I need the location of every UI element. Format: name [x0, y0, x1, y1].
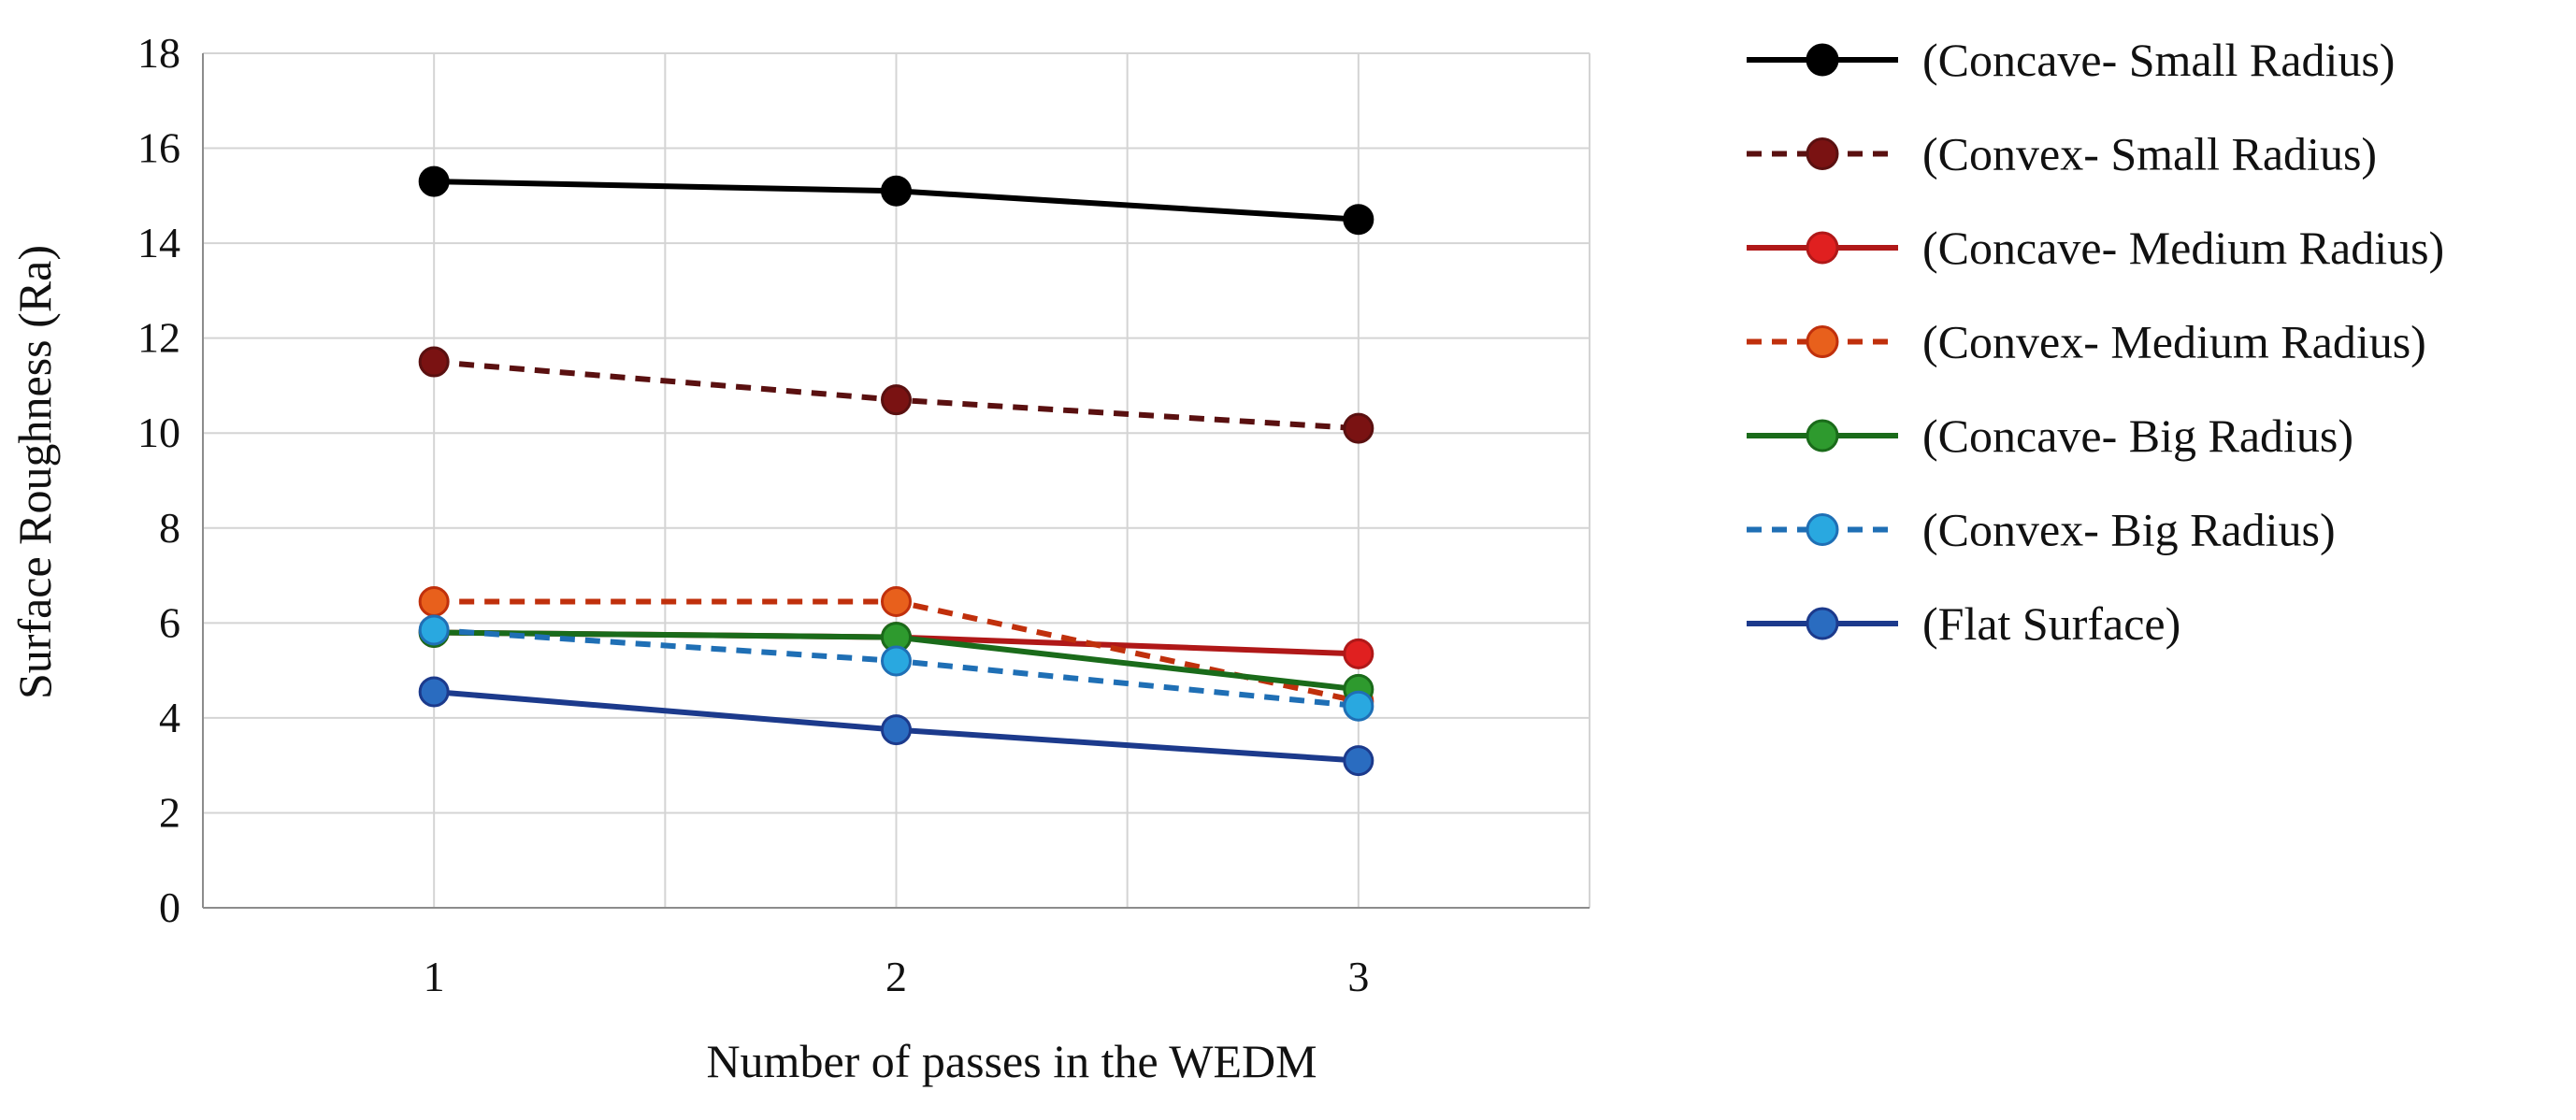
x-tick-label: 3	[1347, 953, 1369, 1000]
legend-label: (Convex- Small Radius)	[1922, 128, 2377, 180]
legend-marker	[1806, 607, 1839, 640]
series-layer	[418, 165, 1374, 777]
legend-marker	[1806, 513, 1839, 546]
y-tick-label: 16	[137, 124, 180, 172]
series-group	[418, 165, 1374, 236]
data-point	[1343, 745, 1374, 777]
data-point	[881, 175, 912, 207]
data-point	[418, 585, 450, 617]
legend-entry: (Flat Surface)	[1747, 597, 2180, 650]
legend-entry: (Concave- Medium Radius)	[1747, 222, 2444, 274]
data-point	[1343, 204, 1374, 236]
data-point	[881, 585, 912, 617]
y-tick-label: 6	[159, 598, 180, 646]
series-group	[418, 614, 1374, 722]
y-tick-label: 12	[137, 314, 180, 362]
legend-marker	[1806, 325, 1839, 358]
data-point	[1343, 690, 1374, 722]
legend-entry: (Concave- Big Radius)	[1747, 409, 2353, 462]
data-point	[418, 614, 450, 646]
legend-marker	[1806, 231, 1839, 265]
y-tick-labels: 0 2 4 6 8 10 12 14 16 18	[137, 29, 180, 931]
data-point	[1343, 412, 1374, 444]
axes	[202, 53, 1590, 909]
y-tick-label: 8	[159, 504, 180, 552]
legend-label: (Convex- Big Radius)	[1922, 504, 2336, 556]
y-tick-label: 2	[159, 788, 180, 836]
x-tick-label: 1	[424, 953, 445, 1000]
data-point	[418, 676, 450, 708]
data-point	[881, 384, 912, 416]
data-point	[881, 714, 912, 746]
y-axis-title: Surface Roughness (Ra)	[8, 245, 61, 699]
x-tick-labels: 1 2 3	[424, 953, 1370, 1000]
legend-label: (Flat Surface)	[1922, 597, 2180, 650]
y-tick-label: 0	[159, 883, 180, 931]
legend: (Concave- Small Radius) (Convex- Small Ra…	[1747, 34, 2444, 650]
legend-marker	[1806, 43, 1839, 77]
series-group	[418, 676, 1374, 777]
legend-marker	[1806, 137, 1839, 170]
legend-label: (Convex- Medium Radius)	[1922, 316, 2426, 368]
legend-label: (Concave- Small Radius)	[1922, 34, 2395, 86]
y-tick-label: 10	[137, 409, 180, 456]
legend-entry: (Convex- Big Radius)	[1747, 504, 2336, 556]
legend-label: (Concave- Medium Radius)	[1922, 222, 2444, 274]
legend-marker	[1806, 419, 1839, 452]
data-point	[1343, 638, 1374, 669]
series-group	[418, 346, 1374, 444]
x-tick-label: 2	[885, 953, 907, 1000]
legend-entry: (Convex- Medium Radius)	[1747, 316, 2426, 368]
y-tick-label: 18	[137, 29, 180, 77]
legend-entry: (Convex- Small Radius)	[1747, 128, 2377, 180]
data-point	[881, 645, 912, 677]
data-point	[418, 346, 450, 378]
y-tick-label: 4	[159, 694, 180, 741]
data-point	[418, 165, 450, 197]
x-axis-title: Number of passes in the WEDM	[706, 1035, 1317, 1087]
y-tick-label: 14	[137, 219, 180, 266]
legend-entry: (Concave- Small Radius)	[1747, 34, 2395, 86]
legend-label: (Concave- Big Radius)	[1922, 409, 2353, 462]
